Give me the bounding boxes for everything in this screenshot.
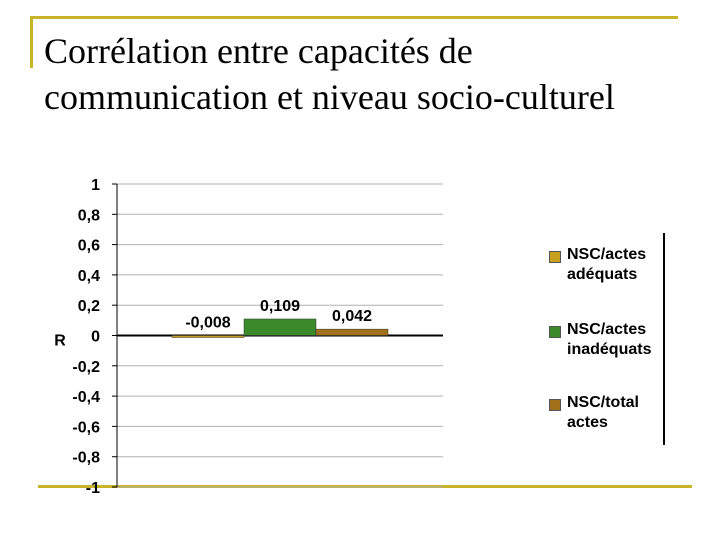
chart-legend: NSC/actes adéquats NSC/actes inadéquats …: [541, 233, 665, 445]
y-tick-label: 0,2: [78, 298, 100, 315]
data-label-2: 0,109: [260, 298, 300, 315]
legend-label-2: NSC/actes inadéquats: [567, 321, 652, 358]
y-tick-label: 1: [91, 177, 100, 194]
data-label-3: 0,042: [332, 308, 372, 325]
y-tick-label: 0: [91, 329, 100, 346]
y-tick-label: -1: [86, 480, 100, 497]
y-tick-label: 0,4: [78, 268, 100, 285]
slide-title-line-2: communication et niveau socio-culturel: [44, 77, 615, 117]
data-label-1: -0,008: [185, 315, 230, 332]
bar-1: [171, 335, 245, 338]
legend-label-3: NSC/total actes: [567, 394, 639, 431]
y-tick-label: 0,8: [78, 207, 100, 224]
y-tick-label: -0,4: [72, 389, 100, 406]
slide-title: Corrélation entre capacités de communica…: [44, 28, 684, 120]
y-tick-label: -0,6: [72, 419, 100, 436]
y-tick-label: 0,6: [78, 238, 100, 255]
y-tick-label: -0,2: [72, 359, 100, 376]
legend-swatch-3: [549, 399, 561, 411]
bar-3: [315, 328, 389, 336]
y-axis-label: R: [54, 333, 66, 350]
slide-title-line-1: Corrélation entre capacités de: [44, 31, 473, 71]
frame-left-rule: [30, 16, 33, 68]
legend-label-1: NSC/actes adéquats: [567, 246, 647, 283]
legend-swatch-2: [549, 326, 561, 338]
y-tick-label: -0,8: [72, 450, 100, 467]
frame-top-rule: [30, 16, 678, 19]
legend-swatch-1: [549, 251, 561, 263]
bar-2: [243, 318, 317, 336]
